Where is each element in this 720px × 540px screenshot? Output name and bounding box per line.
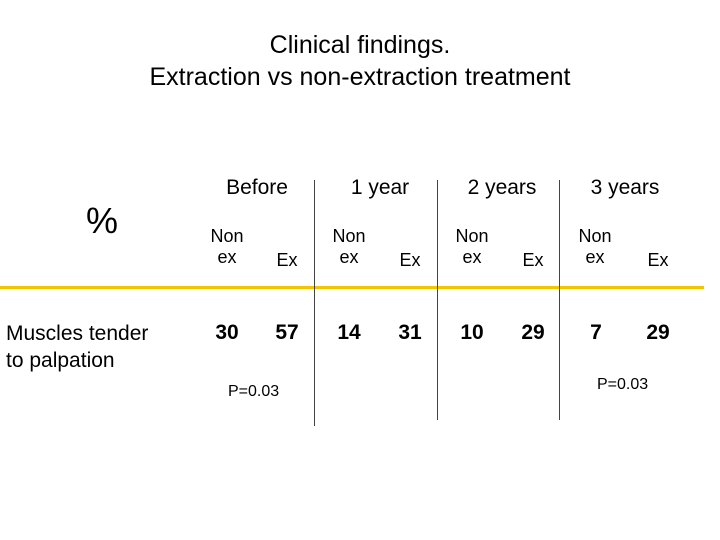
subheader-ex: Ex	[276, 250, 298, 270]
p-value-before: P=0.03	[228, 383, 280, 400]
period-header-3-years: 3 years	[590, 176, 660, 199]
cell-before-ex: 57	[275, 321, 299, 344]
subheader-ex: Ex	[399, 250, 421, 270]
subheader-ex-lower: ex	[217, 247, 237, 267]
column-divider	[314, 180, 315, 426]
cell-before-non-ex: 30	[215, 321, 239, 344]
subheader-non: Non	[578, 226, 612, 246]
p-value-3-years: P=0.03	[597, 376, 649, 393]
cell-1-year-ex: 31	[398, 321, 422, 344]
subheader-ex: Ex	[522, 250, 544, 270]
period-header-before: Before	[226, 176, 288, 199]
subheader-non-ex: Non ex	[319, 226, 379, 268]
period-header-2-years: 2 years	[467, 176, 537, 199]
cell-3-years-non-ex: 7	[590, 321, 602, 344]
unit-label: %	[86, 200, 119, 241]
subheader-non: Non	[210, 226, 244, 246]
subheader-ex-lower: ex	[339, 247, 359, 267]
row-label-line-2: to palpation	[6, 349, 115, 372]
subheader-ex-lower: ex	[585, 247, 605, 267]
subheader-non-ex: Non ex	[197, 226, 257, 268]
subheader-non: Non	[332, 226, 366, 246]
subheader-non-ex: Non ex	[442, 226, 502, 268]
cell-2-years-non-ex: 10	[460, 321, 484, 344]
subheader-non: Non	[455, 226, 489, 246]
row-label: Muscles tender to palpation	[6, 320, 196, 374]
title-line-2: Extraction vs non-extraction treatment	[149, 63, 571, 91]
header-divider	[0, 286, 704, 289]
cell-2-years-ex: 29	[521, 321, 545, 344]
column-divider	[559, 180, 560, 420]
row-label-line-1: Muscles tender	[6, 322, 149, 345]
subheader-ex-lower: ex	[462, 247, 482, 267]
cell-3-years-ex: 29	[646, 321, 670, 344]
subheader-non-ex: Non ex	[565, 226, 625, 268]
period-header-1-year: 1 year	[350, 176, 410, 199]
title-line-1: Clinical findings.	[269, 31, 451, 59]
column-divider	[437, 180, 438, 420]
cell-1-year-non-ex: 14	[337, 321, 361, 344]
subheader-ex: Ex	[647, 250, 669, 270]
